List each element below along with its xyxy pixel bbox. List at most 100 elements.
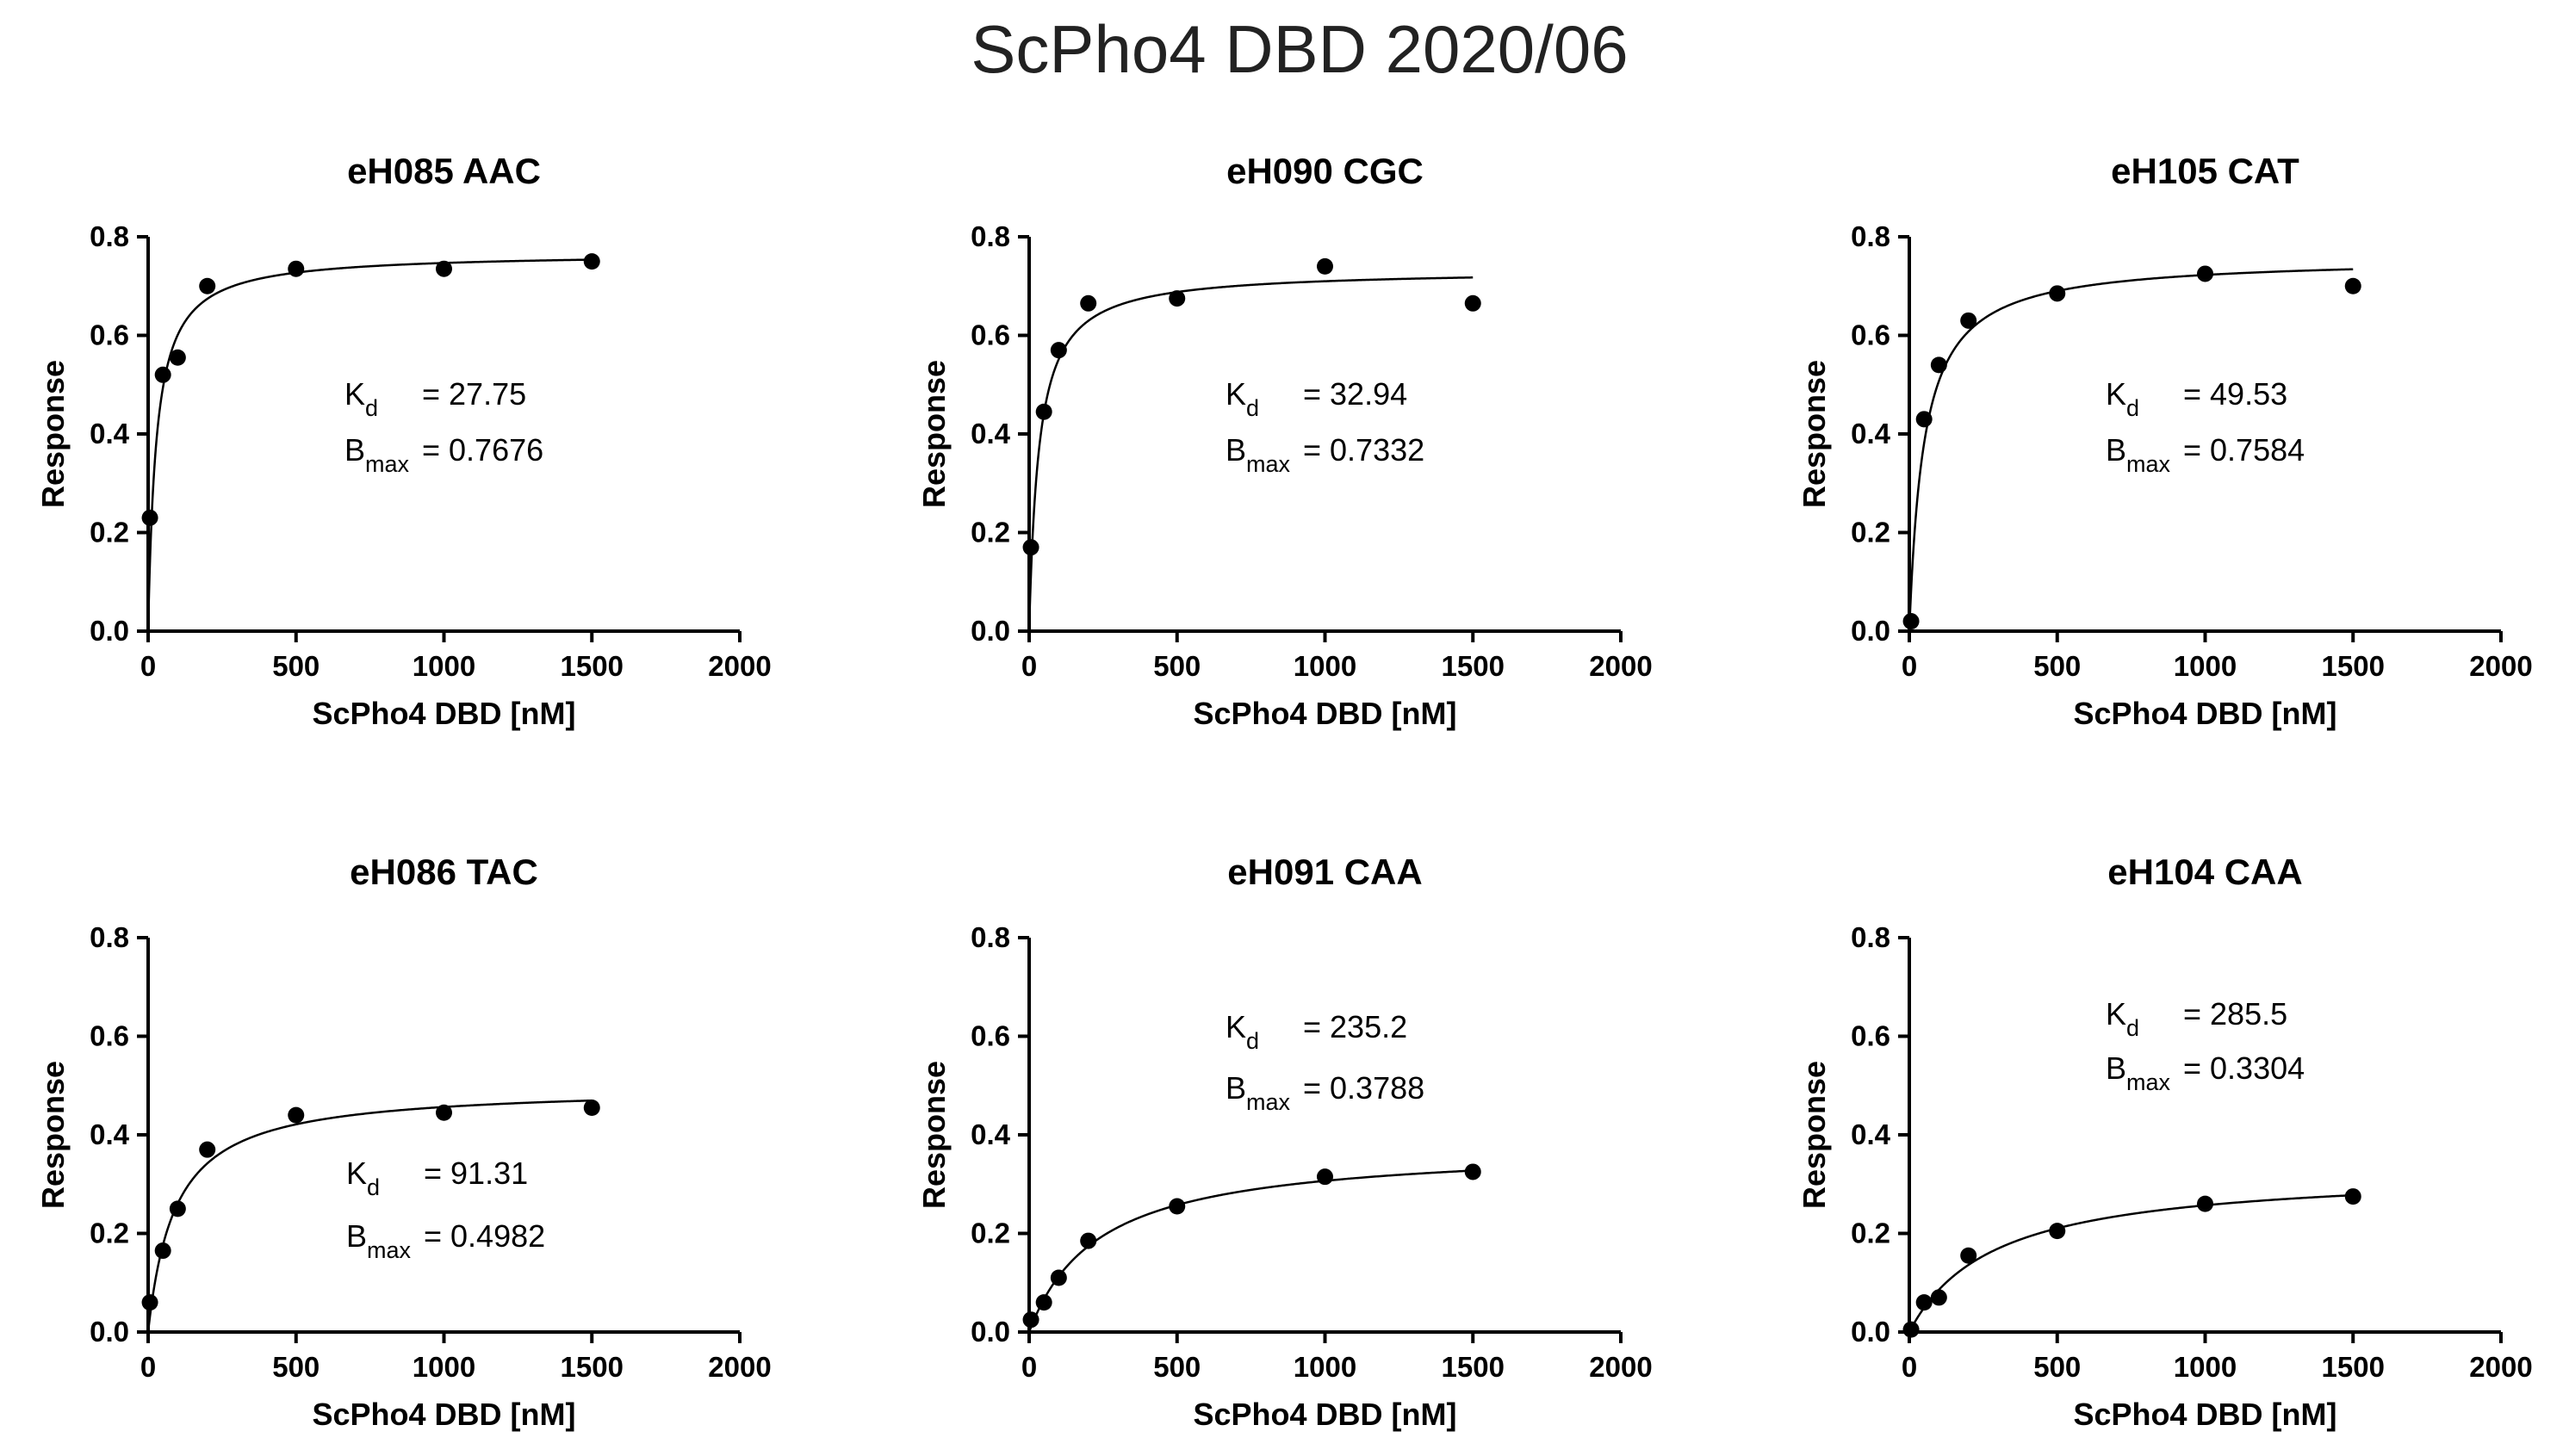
data-point bbox=[1317, 257, 1333, 275]
x-tick-label: 1000 bbox=[2174, 1351, 2237, 1383]
chart-panel: eH090 CGC 0.0 0.2 0.4 0.6 0.8 0 500 1000 1500 2000… bbox=[916, 151, 1653, 731]
data-point bbox=[1930, 1289, 1947, 1306]
data-point bbox=[1930, 356, 1947, 374]
bmax-annotation: Bmax = 0.3304 bbox=[2106, 1050, 2305, 1095]
y-tick-label: 0.6 bbox=[1851, 1020, 1890, 1052]
chart-panel: eH104 CAA 0.0 0.2 0.4 0.6 0.8 0 500 1000 1500 2000… bbox=[1796, 852, 2533, 1432]
y-tick-label: 0.4 bbox=[971, 418, 1011, 449]
x-tick-label: 500 bbox=[2033, 1351, 2081, 1383]
x-tick-label: 1500 bbox=[2322, 1351, 2385, 1383]
x-tick-label: 1500 bbox=[561, 650, 624, 682]
data-point bbox=[1035, 1294, 1052, 1311]
y-tick-label: 0.6 bbox=[1851, 319, 1890, 351]
x-axis-label: ScPho4 DBD [nM] bbox=[313, 1397, 576, 1432]
x-tick-label: 500 bbox=[1153, 1351, 1201, 1383]
data-point bbox=[169, 349, 186, 366]
y-tick-label: 0.6 bbox=[90, 319, 129, 351]
data-point bbox=[1022, 539, 1039, 556]
data-point bbox=[199, 1141, 216, 1158]
y-tick-label: 0.8 bbox=[971, 220, 1010, 252]
data-point bbox=[1960, 1247, 1977, 1264]
data-point bbox=[154, 366, 171, 383]
data-point bbox=[1902, 613, 1920, 630]
data-point bbox=[1960, 312, 1977, 329]
data-point bbox=[2344, 277, 2361, 294]
y-tick-label: 0.6 bbox=[90, 1020, 129, 1052]
fit-curve bbox=[1908, 268, 2354, 632]
kd-annotation: Kd = 32.94 bbox=[1226, 376, 1407, 421]
data-point bbox=[583, 1100, 600, 1117]
data-point bbox=[1050, 342, 1067, 359]
y-tick-label: 0.8 bbox=[1851, 220, 1890, 252]
data-point bbox=[288, 1106, 305, 1124]
panel-title: eH105 CAT bbox=[2111, 151, 2299, 191]
bmax-annotation: Bmax = 0.7332 bbox=[1226, 432, 1424, 477]
x-tick-label: 0 bbox=[1021, 650, 1037, 682]
x-tick-label: 1500 bbox=[561, 1351, 624, 1383]
y-tick-label: 0.2 bbox=[90, 517, 129, 548]
y-tick-label: 0.4 bbox=[90, 1118, 130, 1150]
x-tick-label: 500 bbox=[272, 1351, 320, 1383]
chart-panel: eH105 CAT 0.0 0.2 0.4 0.6 0.8 0 500 1000 1500 2000… bbox=[1796, 151, 2533, 731]
figure-title: ScPho4 DBD 2020/06 bbox=[971, 11, 1628, 87]
y-tick-label: 0.6 bbox=[971, 319, 1010, 351]
x-axis-label: ScPho4 DBD [nM] bbox=[2074, 696, 2337, 731]
data-point bbox=[199, 277, 216, 294]
panel-title: eH086 TAC bbox=[350, 852, 538, 892]
data-point bbox=[141, 509, 158, 526]
data-point bbox=[141, 1294, 158, 1311]
chart-panel: eH091 CAA 0.0 0.2 0.4 0.6 0.8 0 500 1000 1500 2000… bbox=[916, 852, 1653, 1432]
data-point bbox=[1080, 294, 1097, 312]
y-tick-label: 0.2 bbox=[1851, 1217, 1890, 1249]
x-axis-label: ScPho4 DBD [nM] bbox=[1194, 1397, 1457, 1432]
data-point bbox=[154, 1242, 171, 1260]
data-point bbox=[1022, 1311, 1039, 1329]
chart-panel: eH085 AAC 0.0 0.2 0.4 0.6 0.8 0 500 1000 1500 2000… bbox=[35, 151, 772, 731]
x-axis-label: ScPho4 DBD [nM] bbox=[1194, 696, 1457, 731]
y-axis-label: Response bbox=[1796, 1061, 1832, 1209]
y-tick-label: 0.0 bbox=[971, 615, 1010, 647]
x-tick-label: 2000 bbox=[1589, 650, 1652, 682]
y-tick-label: 0.8 bbox=[971, 921, 1010, 953]
x-tick-label: 500 bbox=[2033, 650, 2081, 682]
data-point bbox=[436, 260, 452, 277]
bmax-annotation: Bmax = 0.4982 bbox=[346, 1218, 545, 1263]
y-axis-label: Response bbox=[35, 360, 71, 508]
x-tick-label: 2000 bbox=[1589, 1351, 1652, 1383]
data-point bbox=[1915, 1294, 1933, 1311]
data-point bbox=[2197, 1195, 2213, 1212]
y-tick-label: 0.2 bbox=[971, 1217, 1010, 1249]
data-point bbox=[1464, 294, 1481, 312]
kd-annotation: Kd = 49.53 bbox=[2106, 376, 2287, 421]
fit-curve bbox=[146, 258, 593, 631]
data-point bbox=[583, 253, 600, 270]
fit-curve bbox=[1908, 1193, 2354, 1333]
x-tick-label: 0 bbox=[1902, 650, 1917, 682]
y-tick-label: 0.6 bbox=[971, 1020, 1010, 1052]
bmax-annotation: Bmax = 0.3788 bbox=[1226, 1070, 1424, 1115]
x-tick-label: 1000 bbox=[1294, 650, 1356, 682]
y-axis-label: Response bbox=[35, 1061, 71, 1209]
x-tick-label: 2000 bbox=[708, 1351, 771, 1383]
x-axis-label: ScPho4 DBD [nM] bbox=[313, 696, 576, 731]
kd-annotation: Kd = 285.5 bbox=[2106, 996, 2287, 1041]
chart-panel: eH086 TAC 0.0 0.2 0.4 0.6 0.8 0 500 1000 1500 2000… bbox=[35, 852, 772, 1432]
kd-annotation: Kd = 235.2 bbox=[1226, 1009, 1407, 1054]
fit-curve bbox=[1027, 276, 1474, 632]
y-tick-label: 0.0 bbox=[1851, 615, 1890, 647]
x-tick-label: 0 bbox=[1902, 1351, 1917, 1383]
data-point bbox=[1035, 403, 1052, 420]
data-point bbox=[2344, 1188, 2361, 1205]
x-tick-label: 1000 bbox=[413, 1351, 475, 1383]
x-tick-label: 500 bbox=[1153, 650, 1201, 682]
data-point bbox=[2197, 265, 2213, 282]
y-tick-label: 0.2 bbox=[90, 1217, 129, 1249]
y-tick-label: 0.0 bbox=[971, 1316, 1010, 1348]
y-tick-label: 0.8 bbox=[1851, 921, 1890, 953]
x-axis-label: ScPho4 DBD [nM] bbox=[2074, 1397, 2337, 1432]
data-point bbox=[1464, 1163, 1481, 1180]
data-point bbox=[436, 1104, 452, 1121]
y-axis-label: Response bbox=[916, 1061, 952, 1209]
panel-title: eH104 CAA bbox=[2107, 852, 2302, 892]
